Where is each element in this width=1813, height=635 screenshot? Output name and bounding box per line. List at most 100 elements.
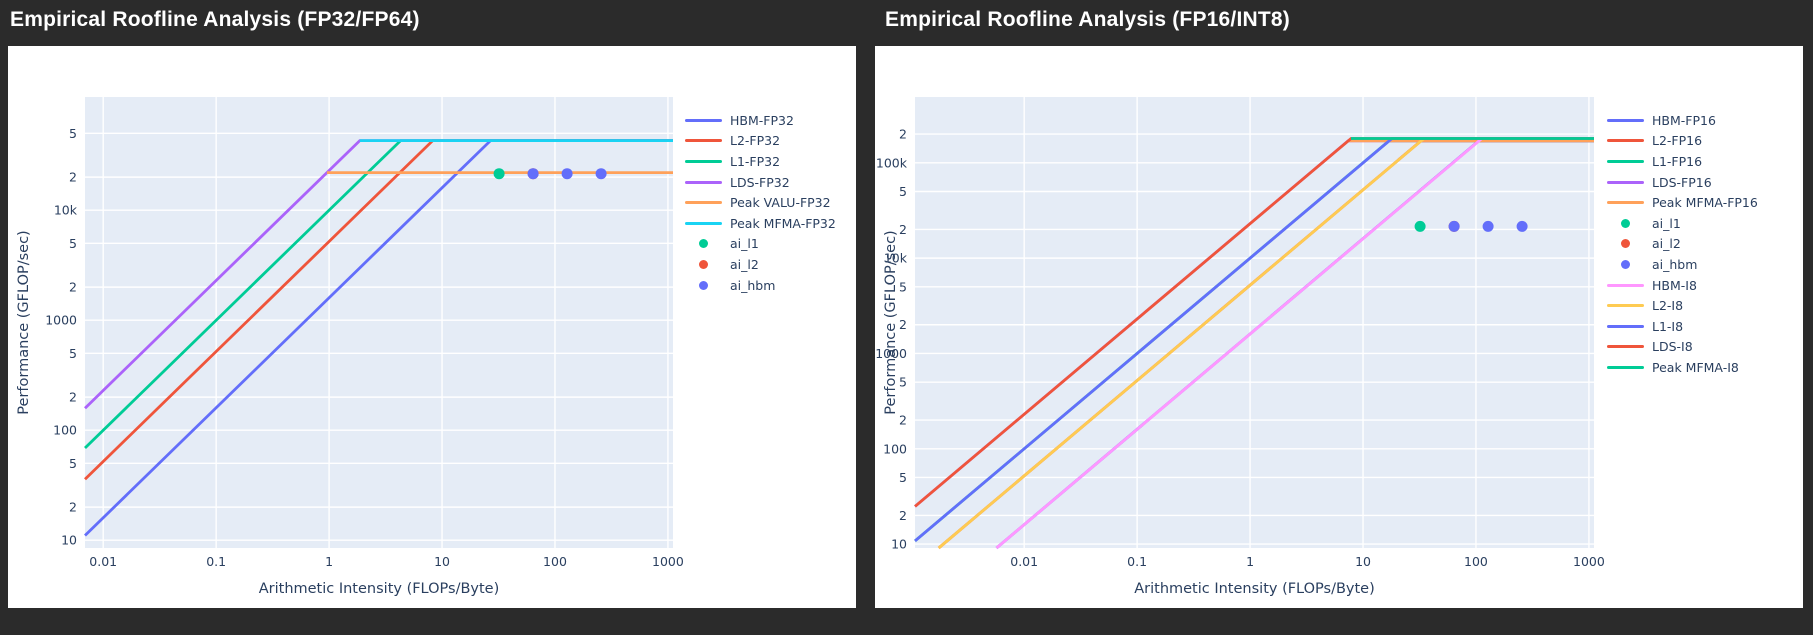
- legend-label: ai_l2: [1652, 236, 1681, 252]
- legend-item-L2-FP32[interactable]: L2-FP32: [685, 131, 836, 152]
- legend-item-L1-I8[interactable]: L1-I8: [1607, 316, 1758, 337]
- legend-item-L1-FP32[interactable]: L1-FP32: [685, 151, 836, 172]
- legend-label: L1-FP32: [730, 153, 781, 169]
- y-tick-label: 2: [899, 508, 907, 523]
- legend-item-LDS-FP32[interactable]: LDS-FP32: [685, 172, 836, 193]
- legend-line-swatch: [685, 159, 722, 163]
- y-tick-label: 1000: [875, 346, 907, 361]
- scatter-dot-icon: [699, 239, 708, 249]
- y-tick-label: 5: [69, 456, 77, 471]
- series-point-ai_l1: [1414, 220, 1426, 232]
- legend-dot-swatch: [1607, 239, 1644, 249]
- legend-line-swatch: [1607, 159, 1644, 163]
- scatter-dot-icon: [1621, 218, 1630, 228]
- x-tick-label: 1: [1246, 554, 1254, 569]
- y-tick-label: 2: [899, 413, 907, 428]
- legend-dot-swatch: [1607, 259, 1644, 269]
- legend-item-L1-FP16[interactable]: L1-FP16: [1607, 151, 1758, 172]
- roofline-chart-fp16[interactable]: 0.01 0.1 1 10 100 1000 2 100k 5 2 10k 5 2 1000 5 2 100 5 2…: [875, 46, 1803, 608]
- x-tick-label: 1000: [1573, 554, 1605, 569]
- legend-line-swatch: [1607, 283, 1644, 287]
- y-tick-label: 1000: [45, 313, 77, 328]
- y-axis-title: Performance (GFLOP/sec): [883, 230, 899, 414]
- legend-label: ai_hbm: [730, 277, 776, 293]
- legend-dot-swatch: [1607, 218, 1644, 228]
- legend-line-swatch: [1607, 118, 1644, 122]
- legend-label: L2-FP32: [730, 133, 781, 149]
- legend-item-ai_l2[interactable]: ai_l2: [685, 254, 836, 275]
- scatter-dot-icon: [699, 259, 708, 269]
- series-point-ai_hbm: [1482, 220, 1494, 232]
- legend-label: ai_l1: [730, 236, 759, 252]
- legend-label: Peak VALU-FP32: [730, 195, 831, 211]
- x-tick-label: 0.01: [1010, 554, 1038, 569]
- legend-label: Peak MFMA-I8: [1652, 359, 1739, 375]
- y-tick-label: 5: [899, 184, 907, 199]
- legend-line-swatch: [685, 139, 722, 143]
- legend-item-ai_hbm[interactable]: ai_hbm: [1607, 254, 1758, 275]
- legend-item-ai_l2[interactable]: ai_l2: [1607, 234, 1758, 255]
- y-axis-title: Performance (GFLOP/sec): [16, 230, 32, 414]
- x-axis-title: Arithmetic Intensity (FLOPs/Byte): [259, 581, 500, 597]
- y-tick-label: 100: [53, 423, 77, 438]
- scatter-dot-icon: [699, 280, 708, 290]
- x-tick-label: 100: [1464, 554, 1488, 569]
- legend-label: L2-I8: [1652, 298, 1684, 314]
- y-tick-label: 2: [899, 317, 907, 332]
- legend-fp32: HBM-FP32 L2-FP32 L1-FP32 LDS-FP32 Peak VALU-…: [685, 110, 836, 295]
- legend-label: HBM-I8: [1652, 277, 1697, 293]
- legend-item-Peak MFMA-FP32[interactable]: Peak MFMA-FP32: [685, 213, 836, 234]
- legend-label: LDS-FP32: [730, 174, 790, 190]
- legend-label: Peak MFMA-FP16: [1652, 195, 1758, 211]
- legend-item-LDS-FP16[interactable]: LDS-FP16: [1607, 172, 1758, 193]
- legend-label: ai_hbm: [1652, 256, 1698, 272]
- legend-item-Peak MFMA-FP16[interactable]: Peak MFMA-FP16: [1607, 192, 1758, 213]
- roofline-chart-fp32[interactable]: 0.01 0.1 1 10 100 1000 5 2 10k 5 2 1000 5 2 100 5 2 10 Ari…: [8, 46, 856, 608]
- y-tick-label: 10k: [54, 203, 78, 218]
- legend-label: LDS-I8: [1652, 339, 1693, 355]
- y-tick-label: 100: [883, 441, 907, 456]
- legend-line-swatch: [1607, 180, 1644, 184]
- legend-item-HBM-FP32[interactable]: HBM-FP32: [685, 110, 836, 131]
- legend-item-L2-FP16[interactable]: L2-FP16: [1607, 131, 1758, 152]
- legend-item-L2-I8[interactable]: L2-I8: [1607, 295, 1758, 316]
- y-tick-label: 2: [899, 127, 907, 142]
- legend-item-Peak MFMA-I8[interactable]: Peak MFMA-I8: [1607, 357, 1758, 378]
- legend-item-HBM-FP16[interactable]: HBM-FP16: [1607, 110, 1758, 131]
- y-tick-label: 10: [891, 537, 907, 552]
- legend-dot-swatch: [685, 280, 722, 290]
- legend-label: LDS-FP16: [1652, 174, 1712, 190]
- legend-line-swatch: [1607, 304, 1644, 308]
- y-tick-label: 5: [899, 375, 907, 390]
- legend-item-ai_hbm[interactable]: ai_hbm: [685, 275, 836, 296]
- legend-dot-swatch: [685, 239, 722, 249]
- x-tick-label: 0.1: [1127, 554, 1147, 569]
- legend-line-swatch: [1607, 201, 1644, 205]
- series-point-ai_hbm: [1516, 220, 1528, 232]
- legend-line-swatch: [685, 180, 722, 184]
- scatter-dot-icon: [1621, 239, 1630, 249]
- legend-item-ai_l1[interactable]: ai_l1: [1607, 213, 1758, 234]
- y-tick-label: 2: [69, 170, 77, 185]
- y-tick-label: 5: [69, 346, 77, 361]
- legend-item-LDS-I8[interactable]: LDS-I8: [1607, 337, 1758, 358]
- roofline-card-fp16: 0.01 0.1 1 10 100 1000 2 100k 5 2 10k 5 2 1000 5 2 100 5 2…: [875, 46, 1803, 608]
- x-tick-label: 0.1: [206, 554, 226, 569]
- legend-item-HBM-I8[interactable]: HBM-I8: [1607, 275, 1758, 296]
- series-point-ai_hbm: [1448, 220, 1460, 232]
- legend-label: HBM-FP32: [730, 112, 794, 128]
- legend-item-Peak VALU-FP32[interactable]: Peak VALU-FP32: [685, 192, 836, 213]
- page-title-fp32: Empirical Roofline Analysis (FP32/FP64): [10, 8, 420, 31]
- y-tick-label: 5: [899, 470, 907, 485]
- series-point-ai_hbm: [527, 168, 539, 180]
- y-tick-label: 2: [899, 222, 907, 237]
- legend-label: HBM-FP16: [1652, 112, 1716, 128]
- scatter-dot-icon: [1621, 259, 1630, 269]
- legend-line-swatch: [685, 221, 722, 225]
- legend-item-ai_l1[interactable]: ai_l1: [685, 234, 836, 255]
- x-tick-label: 100: [543, 554, 567, 569]
- page-title-fp16: Empirical Roofline Analysis (FP16/INT8): [885, 8, 1290, 31]
- y-tick-label: 5: [899, 279, 907, 294]
- y-tick-label: 2: [69, 280, 77, 295]
- x-tick-label: 1000: [652, 554, 684, 569]
